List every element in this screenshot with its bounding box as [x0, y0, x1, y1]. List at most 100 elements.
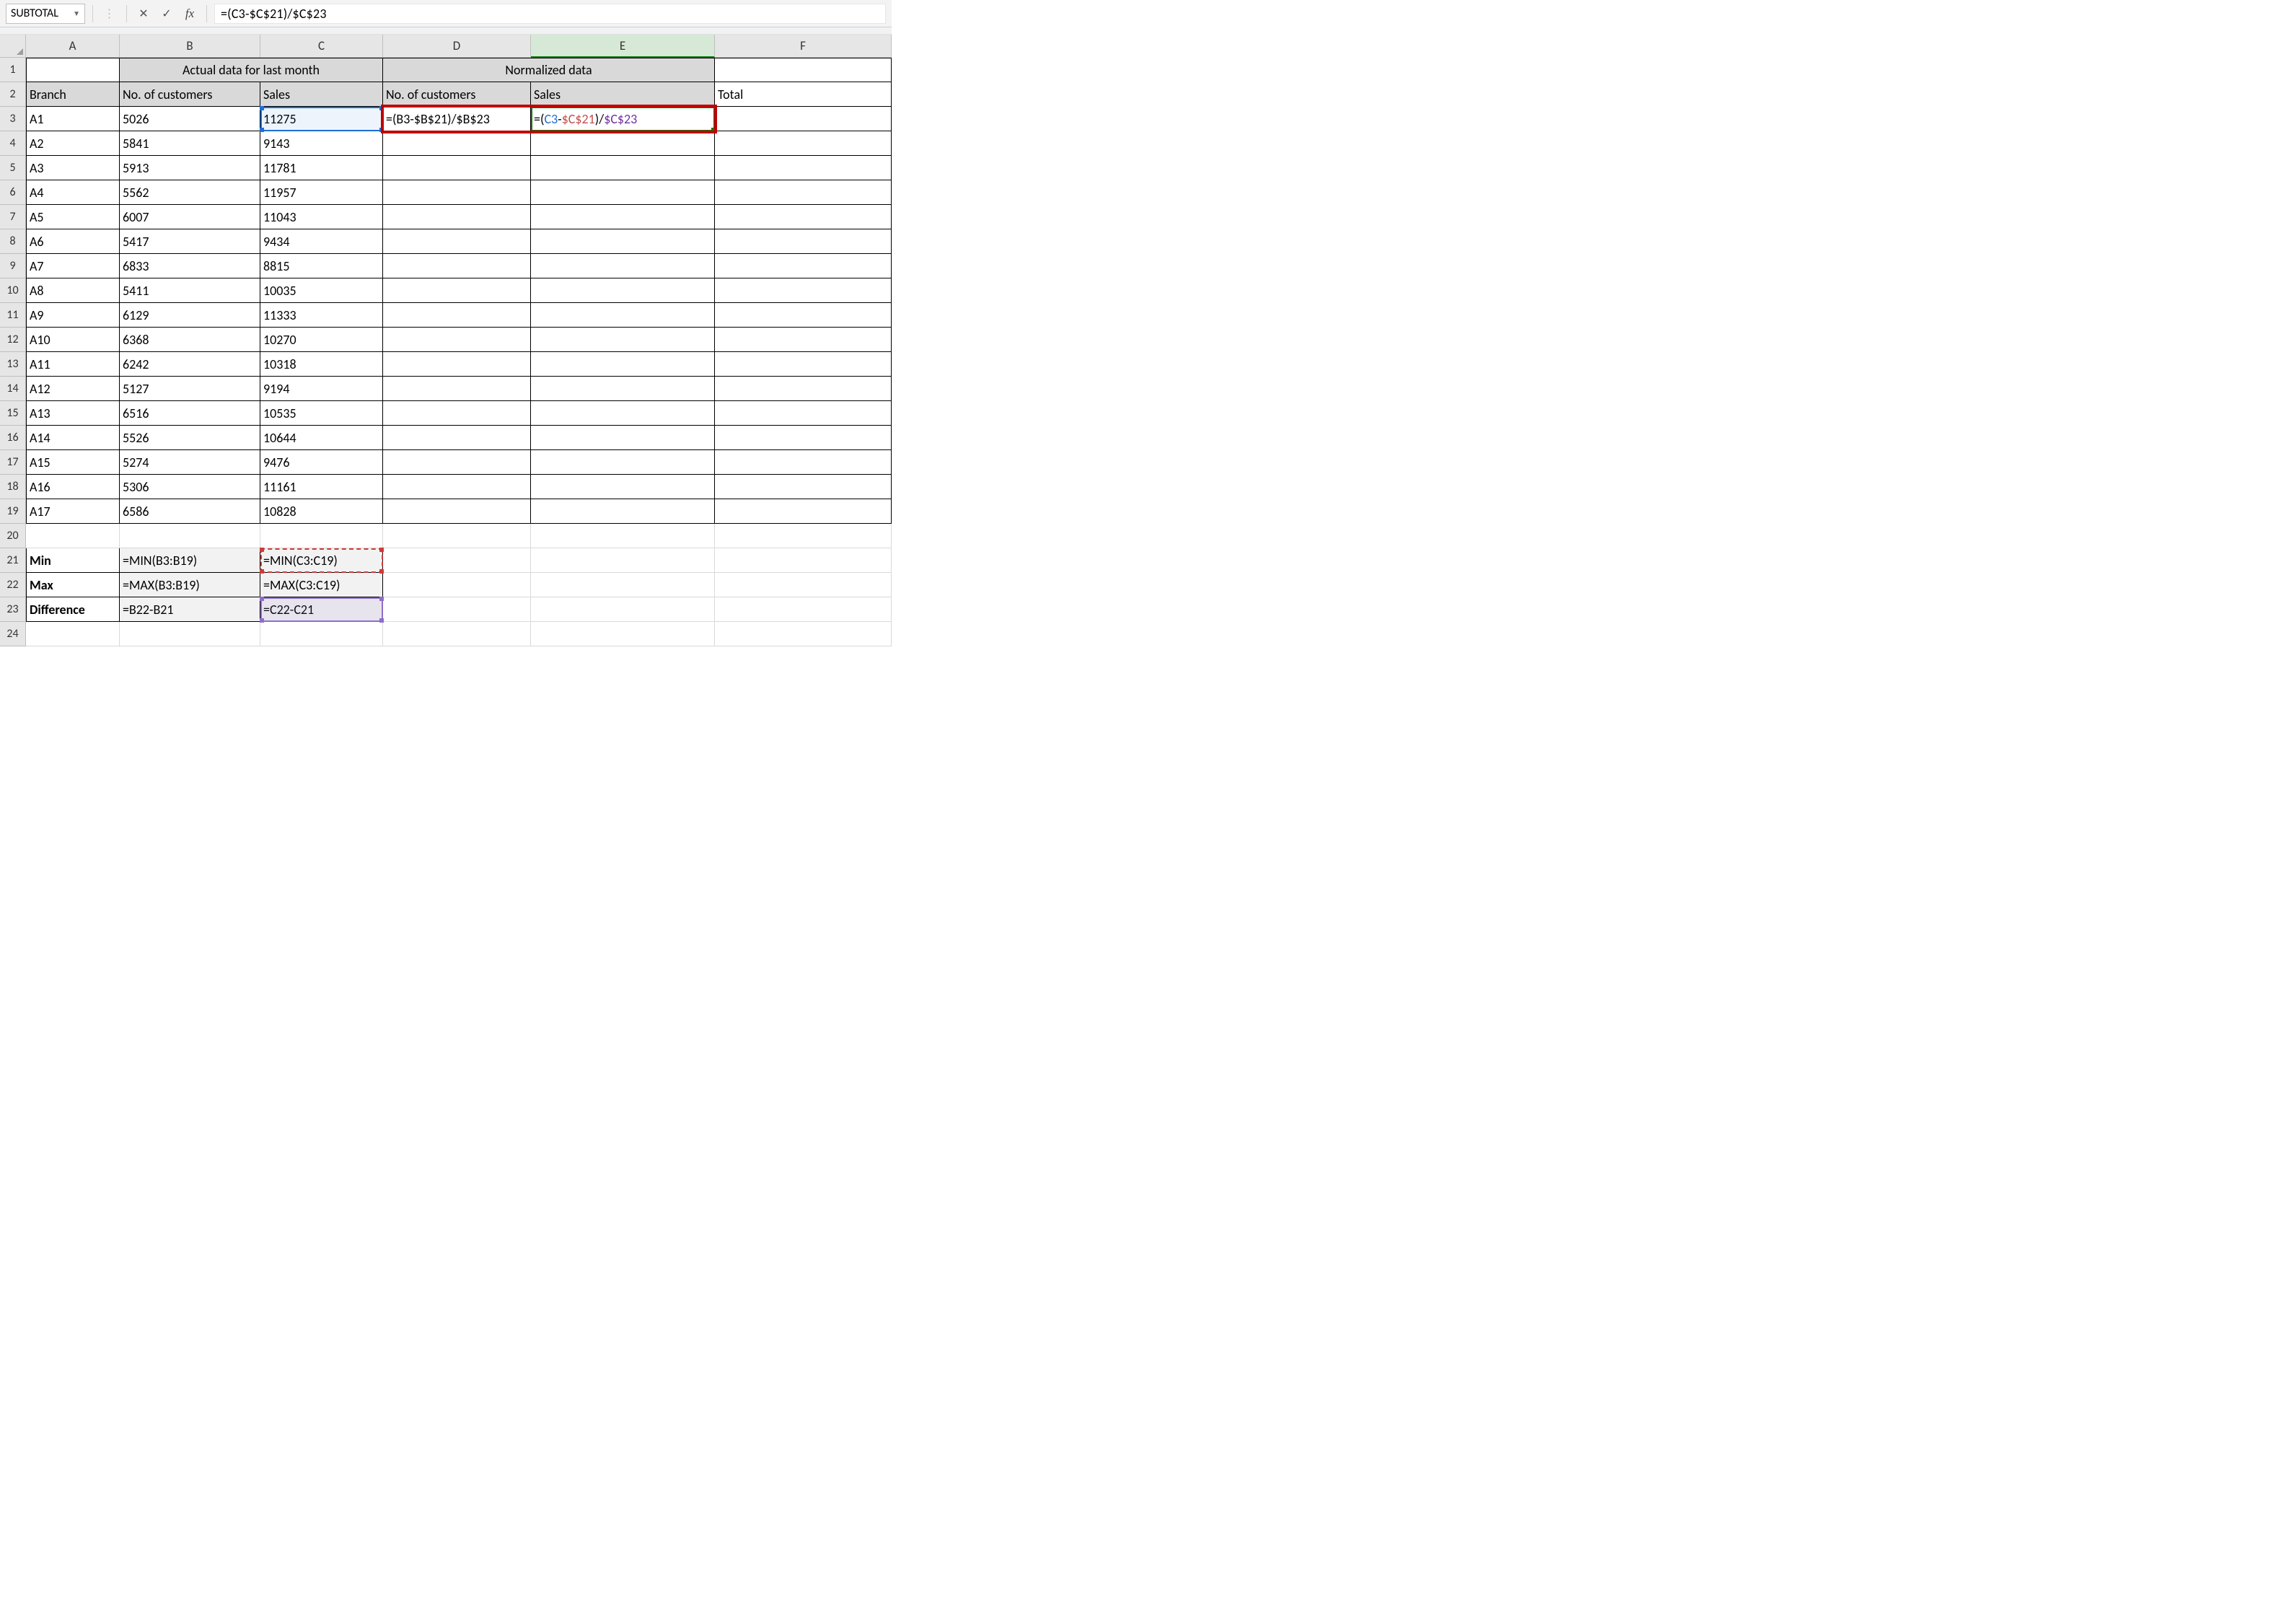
cell[interactable]: A4 [26, 180, 120, 205]
row-header[interactable]: 1 [0, 58, 26, 82]
row-header[interactable]: 8 [0, 229, 26, 254]
fx-button[interactable]: fx [180, 4, 199, 23]
cell[interactable]: 5127 [120, 377, 260, 401]
cell[interactable]: 5411 [120, 278, 260, 303]
cell[interactable]: 9194 [260, 377, 383, 401]
cell[interactable]: Branch [26, 82, 120, 107]
cell[interactable] [120, 622, 260, 646]
row-header[interactable]: 7 [0, 205, 26, 229]
cell[interactable]: Sales [260, 82, 383, 107]
cell[interactable] [715, 328, 892, 352]
cell[interactable] [383, 156, 531, 180]
cell[interactable]: =C22-C21 [260, 597, 383, 622]
cell[interactable]: No. of customers [120, 82, 260, 107]
cell[interactable]: A5 [26, 205, 120, 229]
cell[interactable] [383, 597, 531, 622]
cell[interactable] [715, 107, 892, 131]
cell[interactable]: Sales [531, 82, 715, 107]
cell[interactable] [715, 401, 892, 426]
row-header[interactable]: 17 [0, 450, 26, 475]
cell[interactable] [531, 475, 715, 499]
row-header[interactable]: 9 [0, 254, 26, 278]
cell[interactable]: A8 [26, 278, 120, 303]
cell[interactable]: 9143 [260, 131, 383, 156]
cell[interactable]: =MAX(C3:C19) [260, 573, 383, 597]
cell[interactable]: =B22-B21 [120, 597, 260, 622]
cell[interactable] [531, 426, 715, 450]
cell[interactable]: 6242 [120, 352, 260, 377]
row-header[interactable]: 23 [0, 597, 26, 622]
cell[interactable]: A7 [26, 254, 120, 278]
cell[interactable]: 9476 [260, 450, 383, 475]
cell[interactable]: A3 [26, 156, 120, 180]
row-header[interactable]: 12 [0, 328, 26, 352]
row-header[interactable]: 2 [0, 82, 26, 107]
cell[interactable]: A14 [26, 426, 120, 450]
cell[interactable]: 11043 [260, 205, 383, 229]
cell[interactable]: 5274 [120, 450, 260, 475]
row-header[interactable]: 19 [0, 499, 26, 524]
cell[interactable] [715, 548, 892, 573]
cell[interactable] [26, 524, 120, 548]
row-header[interactable]: 18 [0, 475, 26, 499]
cell[interactable] [531, 278, 715, 303]
cell[interactable] [383, 254, 531, 278]
cell[interactable]: 6129 [120, 303, 260, 328]
cell[interactable]: 5306 [120, 475, 260, 499]
cell[interactable]: 10644 [260, 426, 383, 450]
cell[interactable] [715, 597, 892, 622]
cell[interactable]: A6 [26, 229, 120, 254]
cell[interactable] [26, 58, 120, 82]
cell[interactable] [26, 622, 120, 646]
cell[interactable] [715, 180, 892, 205]
cell[interactable] [715, 156, 892, 180]
row-header[interactable]: 13 [0, 352, 26, 377]
cell[interactable] [531, 573, 715, 597]
cell[interactable]: A2 [26, 131, 120, 156]
cell[interactable] [531, 548, 715, 573]
cell[interactable]: 5417 [120, 229, 260, 254]
cell[interactable] [383, 573, 531, 597]
cell[interactable]: 5913 [120, 156, 260, 180]
cell[interactable] [531, 303, 715, 328]
cell[interactable]: A12 [26, 377, 120, 401]
cell[interactable] [531, 499, 715, 524]
row-header[interactable]: 11 [0, 303, 26, 328]
cell[interactable] [120, 524, 260, 548]
cell[interactable]: 9434 [260, 229, 383, 254]
cell[interactable] [715, 524, 892, 548]
cell[interactable] [715, 278, 892, 303]
cell[interactable] [260, 524, 383, 548]
column-header[interactable]: B [120, 35, 260, 58]
row-header[interactable]: 4 [0, 131, 26, 156]
cell[interactable]: A10 [26, 328, 120, 352]
cell[interactable]: A15 [26, 450, 120, 475]
row-header[interactable]: 20 [0, 524, 26, 548]
name-box-dropdown-icon[interactable]: ▼ [73, 9, 80, 18]
cell[interactable] [383, 352, 531, 377]
cell[interactable]: =MIN(C3:C19) [260, 548, 383, 573]
cell[interactable]: A11 [26, 352, 120, 377]
cancel-button[interactable]: ✕ [134, 4, 153, 23]
cell[interactable] [383, 278, 531, 303]
cell[interactable] [715, 303, 892, 328]
cell[interactable] [383, 524, 531, 548]
cell[interactable] [531, 450, 715, 475]
cell[interactable]: Actual data for last month [120, 58, 383, 82]
row-header[interactable]: 21 [0, 548, 26, 573]
row-header[interactable]: 15 [0, 401, 26, 426]
row-header[interactable]: 5 [0, 156, 26, 180]
cell[interactable]: Normalized data [383, 58, 715, 82]
cell[interactable] [383, 499, 531, 524]
cell[interactable]: A9 [26, 303, 120, 328]
select-all-corner[interactable] [0, 35, 26, 58]
cell[interactable] [715, 229, 892, 254]
cell[interactable] [531, 401, 715, 426]
name-box[interactable]: SUBTOTAL ▼ [6, 4, 85, 24]
cell[interactable]: 10035 [260, 278, 383, 303]
cell[interactable] [715, 205, 892, 229]
column-header[interactable]: F [715, 35, 892, 58]
row-header[interactable]: 3 [0, 107, 26, 131]
cell[interactable] [531, 352, 715, 377]
cell[interactable]: 6516 [120, 401, 260, 426]
